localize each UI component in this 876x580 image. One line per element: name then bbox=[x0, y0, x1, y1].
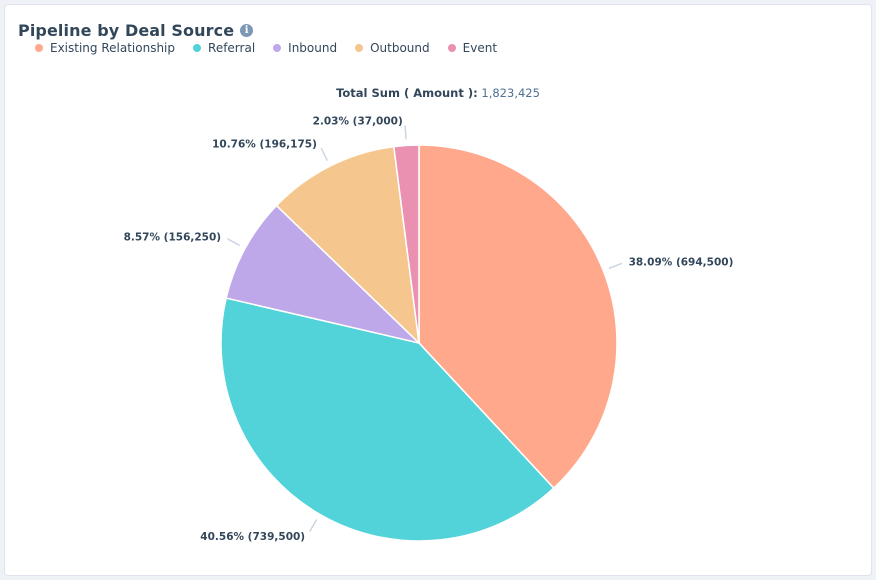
slice-label: 40.56% (739,500) bbox=[200, 531, 305, 543]
slice-label: 38.09% (694,500) bbox=[629, 256, 734, 268]
pie-slice-inbound[interactable] bbox=[225, 204, 422, 345]
legend-dot bbox=[447, 44, 456, 52]
slice-label: 2.03% (37,000) bbox=[313, 115, 403, 127]
legend-item-event[interactable]: Event bbox=[447, 41, 498, 55]
legend-label: Referral bbox=[208, 41, 256, 55]
legend-item-existing-relationship[interactable]: Existing Relationship bbox=[35, 41, 175, 55]
legend-dot bbox=[273, 44, 282, 52]
leader-line bbox=[404, 125, 407, 140]
total-sum: Total Sum ( Amount ): 1,823,425 bbox=[5, 86, 871, 100]
total-sum-value: 1,823,425 bbox=[481, 86, 540, 100]
legend-item-inbound[interactable]: Inbound bbox=[273, 41, 337, 55]
pie-slice-referral[interactable] bbox=[220, 297, 555, 542]
legend-label: Inbound bbox=[288, 41, 338, 55]
leader-line bbox=[320, 147, 329, 162]
legend-item-referral[interactable]: Referral bbox=[193, 41, 255, 55]
total-sum-label: Total Sum ( Amount ): bbox=[336, 86, 478, 100]
legend-label: Existing Relationship bbox=[50, 41, 176, 55]
chart-title: Pipeline by Deal Source bbox=[18, 21, 235, 40]
legend-item-outbound[interactable]: Outbound bbox=[355, 41, 430, 55]
pie-slice-event[interactable] bbox=[392, 144, 420, 344]
legend-dot bbox=[193, 44, 202, 52]
title-row: Pipeline by Deal Source i bbox=[18, 21, 254, 40]
pie-slice-outbound[interactable] bbox=[275, 145, 421, 346]
leader-line bbox=[308, 519, 318, 532]
legend-label: Outbound bbox=[370, 41, 430, 55]
legend-dot bbox=[355, 44, 364, 52]
slice-label: 8.57% (156,250) bbox=[124, 231, 222, 243]
slice-label: 10.76% (196,175) bbox=[212, 139, 317, 151]
legend-label: Event bbox=[462, 41, 498, 55]
info-icon[interactable]: i bbox=[240, 24, 254, 37]
leader-line bbox=[608, 262, 623, 270]
legend-dot bbox=[35, 44, 43, 52]
pie-slice-existing-relationship[interactable] bbox=[418, 144, 618, 490]
leader-line bbox=[227, 238, 241, 247]
legend: Existing Relationship Referral Inbound Outb… bbox=[35, 41, 497, 55]
